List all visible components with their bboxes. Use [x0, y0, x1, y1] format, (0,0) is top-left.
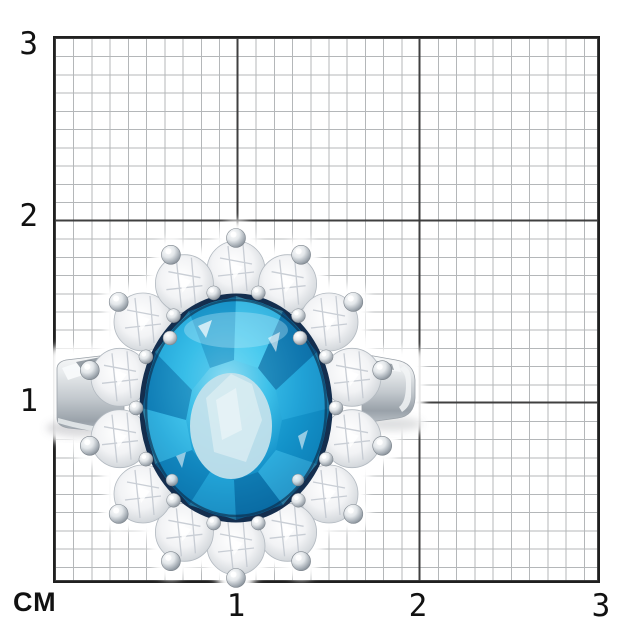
x-axis-label-3: 3: [591, 588, 611, 624]
x-axis-label-1: 1: [226, 588, 246, 624]
gem-prongs: [162, 330, 308, 487]
blue-gem: [139, 293, 333, 523]
y-axis-label-2: 2: [19, 198, 38, 234]
y-axis-label-1: 1: [19, 383, 38, 419]
unit-label: СМ: [13, 587, 57, 617]
y-axis-label-3: 3: [19, 26, 38, 62]
x-axis-label-2: 2: [408, 588, 428, 624]
